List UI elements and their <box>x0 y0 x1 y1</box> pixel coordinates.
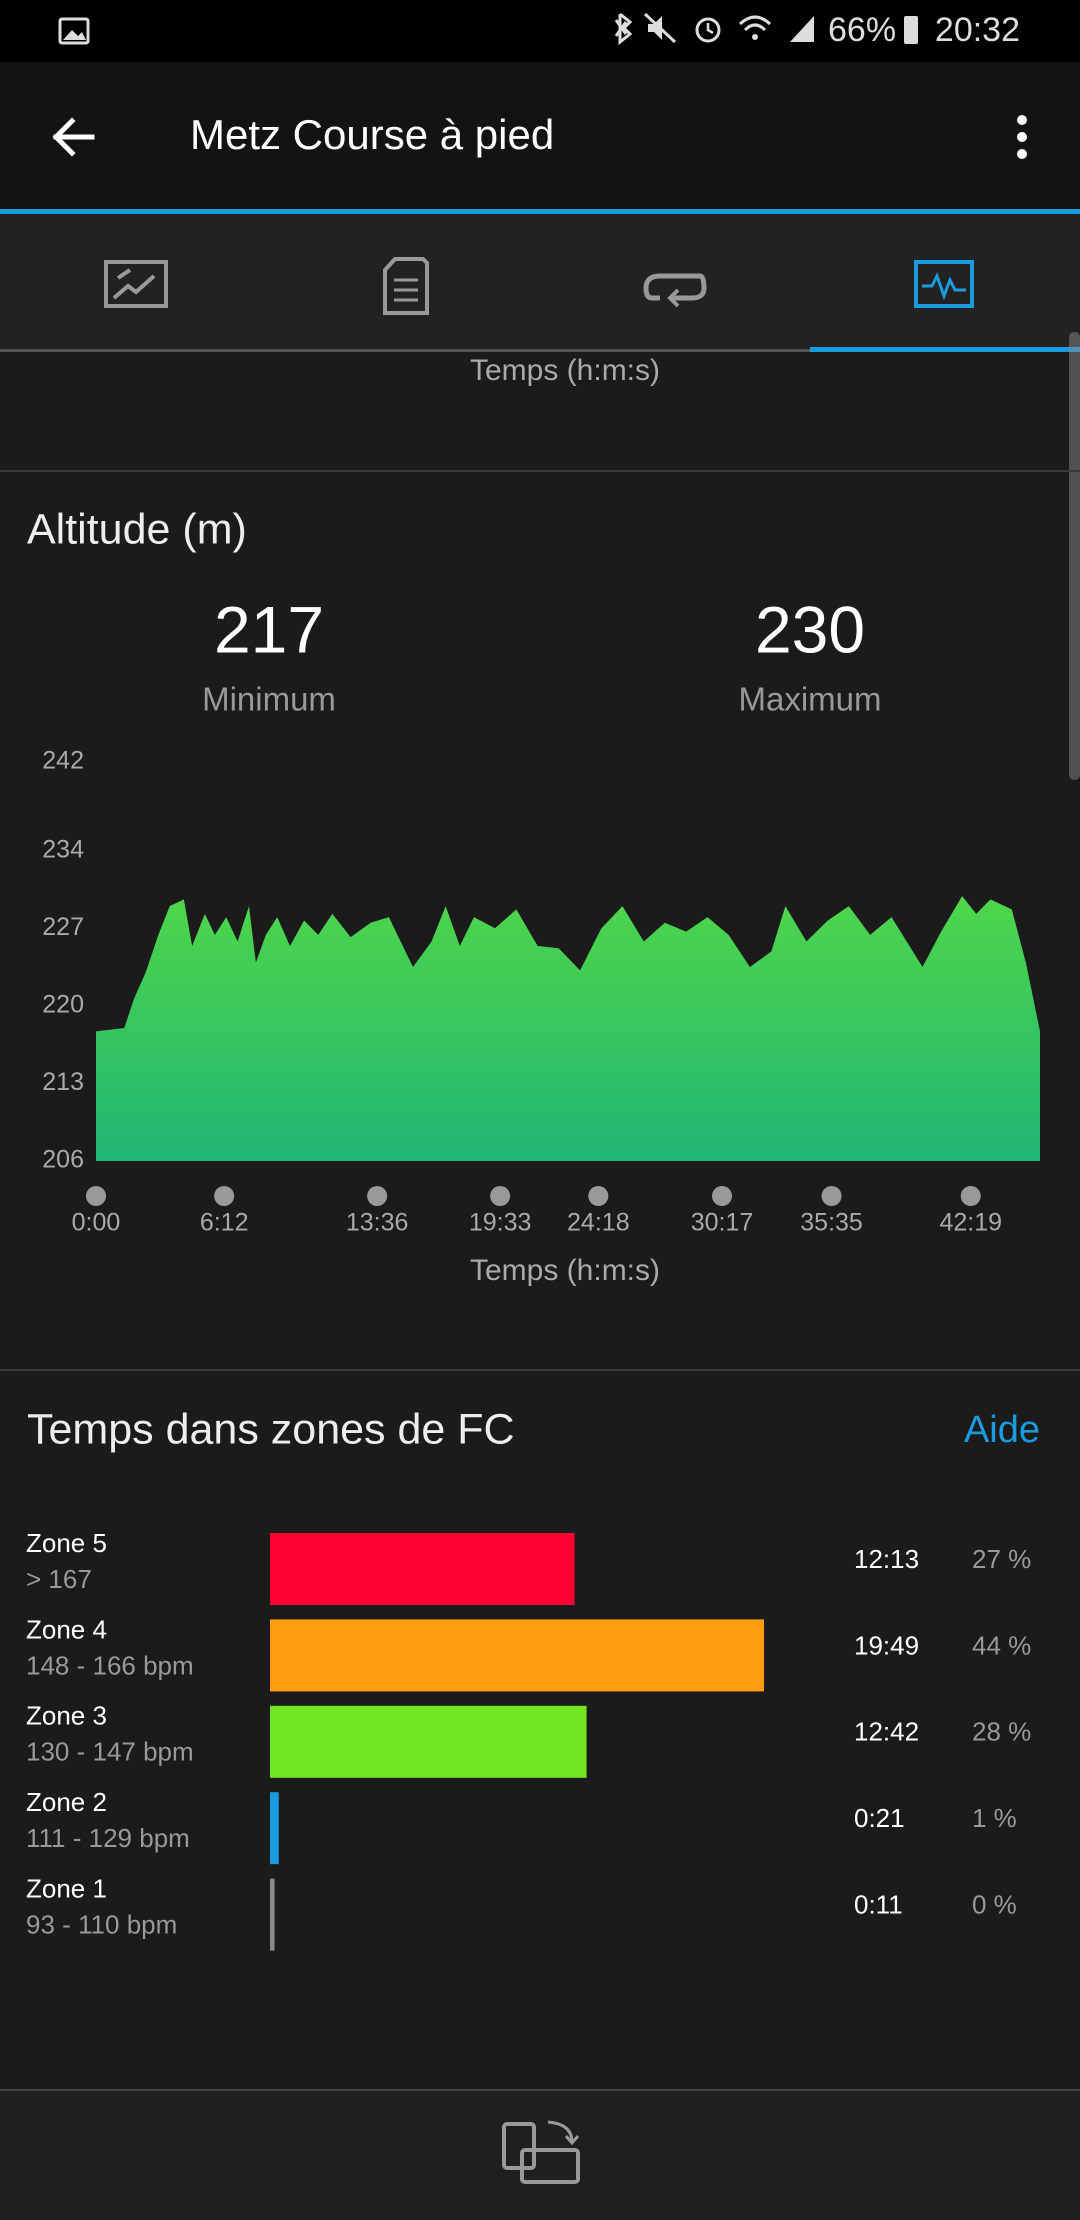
zone-percent: 1 % <box>972 1803 1017 1833</box>
x-tick-label: 6:12 <box>200 1209 249 1237</box>
min-label: Minimum <box>202 681 336 718</box>
summary-tab[interactable] <box>383 257 429 315</box>
previous-x-label: Temps (h:m:s) <box>470 354 660 387</box>
x-axis-label: Temps (h:m:s) <box>470 1254 660 1287</box>
zone-range: 130 - 147 bpm <box>26 1737 194 1767</box>
x-tick-label: 13:36 <box>346 1209 409 1237</box>
tab-indicator <box>810 347 1080 352</box>
zone-time: 0:21 <box>854 1803 905 1833</box>
gallery-icon <box>58 17 90 45</box>
zones-title: Temps dans zones de FC <box>27 1405 515 1453</box>
x-tick <box>490 1186 511 1206</box>
charts-tab[interactable] <box>914 260 974 308</box>
altitude-chart: 206 213 220 227 234 242 0:00 6:12 13:36 19:33 24:1… <box>42 747 1040 1237</box>
status-bar <box>0 0 1080 62</box>
zone-bar <box>270 1792 279 1865</box>
zone-percent: 0 % <box>972 1889 1017 1919</box>
y-tick-label: 227 <box>42 913 84 941</box>
bottom-bar <box>0 2090 1080 2220</box>
x-tick <box>86 1186 106 1206</box>
chart-title: Altitude (m) <box>27 505 247 553</box>
battery-level: 66% <box>828 11 896 49</box>
zone-bar <box>270 1533 575 1605</box>
zone-name: Zone 3 <box>26 1701 107 1731</box>
back-button[interactable] <box>52 117 95 157</box>
divider <box>0 2089 1080 2091</box>
app-bar-accent <box>0 209 1080 214</box>
zone-name: Zone 5 <box>26 1528 107 1558</box>
zone-percent: 28 % <box>972 1717 1031 1747</box>
zone-range: 111 - 129 bpm <box>26 1823 190 1853</box>
zone-time: 0:11 <box>854 1889 903 1919</box>
x-tick <box>712 1186 733 1206</box>
x-tick-label: 30:17 <box>691 1209 754 1237</box>
zone-range: > 167 <box>26 1564 92 1594</box>
x-tick-label: 42:19 <box>939 1209 1002 1237</box>
zone-percent: 44 % <box>972 1630 1031 1660</box>
max-value: 230 <box>755 592 865 666</box>
laps-tab[interactable] <box>643 273 707 308</box>
x-tick <box>214 1186 235 1206</box>
y-tick-label: 206 <box>42 1146 84 1174</box>
divider <box>0 1369 1080 1371</box>
help-link[interactable]: Aide <box>964 1409 1040 1451</box>
divider <box>0 470 1080 472</box>
y-tick-label: 234 <box>42 835 84 863</box>
x-tick <box>588 1186 609 1206</box>
max-label: Maximum <box>738 681 881 718</box>
overflow-menu[interactable] <box>1017 115 1027 159</box>
zone-range: 148 - 166 bpm <box>26 1650 194 1680</box>
min-value: 217 <box>214 592 324 666</box>
altitude-area <box>96 896 1040 1161</box>
zone-name: Zone 4 <box>26 1614 107 1644</box>
tab-divider <box>0 349 1080 352</box>
scrollbar <box>1069 332 1080 780</box>
map-tab[interactable] <box>104 260 168 308</box>
x-tick-label: 35:35 <box>800 1209 863 1237</box>
y-tick-label: 242 <box>42 747 84 775</box>
zone-range: 93 - 110 bpm <box>26 1909 177 1939</box>
app-bar <box>0 62 1080 210</box>
zone-time: 19:49 <box>854 1630 919 1660</box>
zone-name: Zone 2 <box>26 1787 107 1817</box>
x-tick-label: 0:00 <box>72 1209 121 1237</box>
y-tick-label: 220 <box>42 990 84 1018</box>
x-tick-label: 19:33 <box>469 1209 532 1237</box>
rotate-button[interactable] <box>502 2120 580 2184</box>
tab-bar <box>0 214 1080 351</box>
zone-bar <box>270 1619 764 1692</box>
x-tick <box>367 1186 388 1206</box>
zone-time: 12:42 <box>854 1717 919 1747</box>
zone-bar <box>270 1705 587 1778</box>
zone-time: 12:13 <box>854 1544 919 1574</box>
clock: 20:32 <box>935 11 1020 49</box>
x-tick <box>821 1186 842 1206</box>
x-tick-label: 24:18 <box>567 1209 630 1237</box>
zone-name: Zone 1 <box>26 1873 107 1903</box>
zone-bar <box>270 1878 275 1951</box>
app-title: Metz Course à pied <box>190 111 554 158</box>
x-tick <box>960 1186 981 1206</box>
zone-percent: 27 % <box>972 1544 1031 1574</box>
y-tick-label: 213 <box>42 1068 84 1096</box>
status-icons <box>614 12 918 46</box>
zones-list: Zone 5 > 167 12:13 27 % Zone 4 148 - 166 bpm 1… <box>26 1528 1031 1951</box>
